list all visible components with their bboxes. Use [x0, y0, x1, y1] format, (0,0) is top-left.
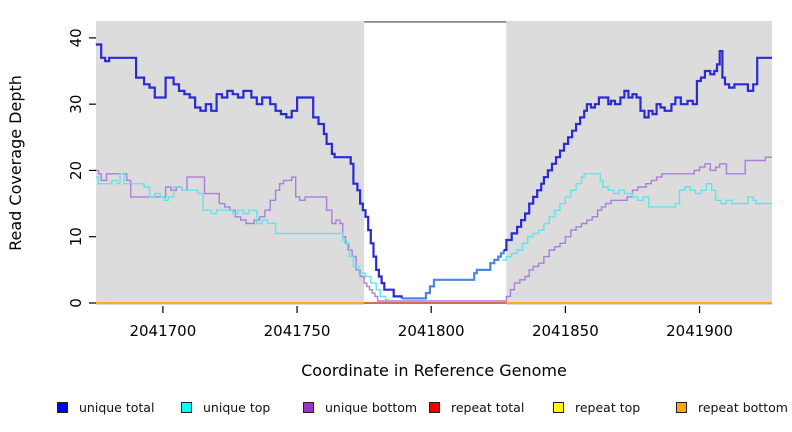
y-tick-label: 0: [67, 298, 85, 308]
series-lines: [95, 43, 772, 304]
legend-label: repeat total: [451, 399, 525, 415]
y-tick-label: 10: [67, 227, 85, 246]
legend-swatch-unique-top: [181, 401, 192, 413]
x-tick-label: 2041900: [666, 322, 733, 340]
legend-swatch-repeat-bottom: [676, 401, 687, 413]
x-tick-label: 2041750: [264, 322, 331, 340]
legend-swatch-unique-bottom: [303, 401, 314, 413]
series-line-unique-top: [95, 173, 389, 301]
axes: 2041700 2041750 2041800 2041850 2041900 0 10 20…: [67, 28, 733, 340]
legend-swatch-unique-total: [57, 401, 68, 413]
legend-item-unique-total: unique total: [57, 398, 154, 416]
x-tick-label: 2041700: [129, 322, 196, 340]
y-tick-label: 40: [67, 28, 85, 47]
y-tick-label: 20: [67, 161, 85, 180]
legend-label: unique top: [203, 399, 271, 415]
legend-label: repeat top: [575, 399, 641, 415]
legend: unique total unique top unique bottom repea…: [0, 398, 792, 422]
legend-item-repeat-top: repeat top: [553, 398, 640, 416]
legend-label: repeat bottom: [698, 399, 788, 415]
series-line-unique-total: [503, 50, 772, 252]
legend-label: unique bottom: [325, 399, 418, 415]
legend-swatch-repeat-top: [553, 401, 564, 413]
legend-item-unique-bottom: unique bottom: [303, 398, 417, 416]
x-tick-label: 2041800: [398, 322, 465, 340]
repeat-region-band: [364, 21, 507, 305]
legend-label: unique total: [79, 399, 155, 415]
x-tick-label: 2041850: [532, 322, 599, 340]
x-axis-title: Coordinate in Reference Genome: [301, 361, 567, 380]
legend-item-unique-top: unique top: [181, 398, 270, 416]
series-line-unique-bottom: [95, 156, 772, 302]
legend-item-repeat-bottom: repeat bottom: [676, 398, 788, 416]
legend-swatch-repeat-total: [429, 401, 440, 413]
legend-item-repeat-total: repeat total: [429, 398, 524, 416]
y-tick-label: 30: [67, 95, 85, 114]
coverage-chart: 2041700 2041750 2041800 2041850 2041900 0 10 20…: [6, 20, 772, 380]
series-line-unique-total: [95, 43, 403, 299]
series-line-unique-top: [502, 173, 772, 261]
y-axis-title: Read Coverage Depth: [6, 75, 25, 251]
plot-panel: [96, 20, 772, 305]
series-line-unique-total: [401, 250, 505, 300]
